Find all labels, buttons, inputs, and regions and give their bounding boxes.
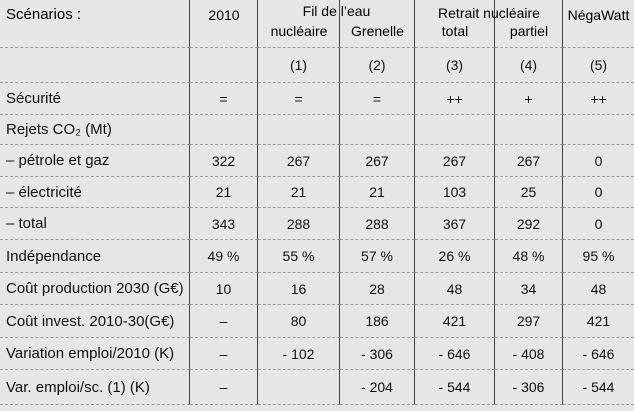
scenario-number: (2): [340, 48, 415, 83]
row-label: Var. emploi/sc. (1) (K): [0, 370, 190, 405]
cell: - 306: [340, 338, 415, 370]
cell: 95 %: [563, 240, 634, 273]
cell: 297: [495, 305, 563, 338]
row-label: – pétrole et gaz: [0, 145, 190, 177]
header-sub: Grenelle: [351, 23, 404, 39]
header-label: Scénarios :: [6, 6, 82, 23]
row-label: Coût invest. 2010-30(G€): [0, 305, 190, 338]
cell: 0: [563, 145, 634, 177]
cell: 57 %: [340, 240, 415, 273]
header-cell: [258, 0, 340, 48]
cell: –: [190, 338, 258, 370]
header-sub: total: [441, 23, 469, 39]
cell: [258, 370, 340, 405]
scenario-number: (3): [415, 48, 495, 83]
cell: 28: [340, 273, 415, 305]
header-cell: [415, 0, 495, 48]
row-label: Coût production 2030 (G€): [0, 273, 190, 305]
cell: 267: [258, 145, 340, 177]
cell: 0: [563, 208, 634, 240]
header-cell: [190, 0, 258, 48]
cell: 21: [190, 177, 258, 208]
row-label: Sécurité: [0, 83, 190, 115]
cell: –: [190, 370, 258, 405]
header-cell: [495, 0, 563, 48]
scenario-number: (5): [563, 48, 634, 83]
cell: –: [190, 305, 258, 338]
cell: 421: [415, 305, 495, 338]
cell: 21: [340, 177, 415, 208]
cell: - 306: [495, 370, 563, 405]
cell: 343: [190, 208, 258, 240]
header-group: Fil de l’eau: [302, 3, 371, 19]
cell: 103: [415, 177, 495, 208]
header-year: 2010: [208, 7, 240, 23]
cell: +: [495, 83, 563, 115]
cell: 267: [495, 145, 563, 177]
cell: 34: [495, 273, 563, 305]
row-label: Variation emploi/2010 (K): [0, 338, 190, 370]
cell: - 544: [563, 370, 634, 405]
cell: 49 %: [190, 240, 258, 273]
header-group: NégaWatt: [567, 7, 630, 23]
cell: 292: [495, 208, 563, 240]
cell: 322: [190, 145, 258, 177]
cell: - 204: [340, 370, 415, 405]
header-sub: nucléaire: [270, 23, 328, 39]
cell: 25: [495, 177, 563, 208]
scenario-number: (1): [258, 48, 340, 83]
cell: 367: [415, 208, 495, 240]
row-label: – total: [0, 208, 190, 240]
cell: [190, 48, 258, 83]
header-cell: [340, 0, 415, 48]
cell: [563, 115, 634, 145]
cell: - 102: [258, 338, 340, 370]
cell: 16: [258, 273, 340, 305]
cell: 267: [340, 145, 415, 177]
cell: 26 %: [415, 240, 495, 273]
cell: [495, 115, 563, 145]
cell: ++: [415, 83, 495, 115]
row-label: Indépendance: [0, 240, 190, 273]
cell: =: [258, 83, 340, 115]
cell: 80: [258, 305, 340, 338]
cell: - 408: [495, 338, 563, 370]
cell: - 544: [415, 370, 495, 405]
scenario-number: (4): [495, 48, 563, 83]
cell: [258, 115, 340, 145]
cell: 186: [340, 305, 415, 338]
header-sub: partiel: [509, 23, 549, 39]
cell: 10: [190, 273, 258, 305]
cell: 267: [415, 145, 495, 177]
cell: - 646: [563, 338, 634, 370]
cell: 421: [563, 305, 634, 338]
cell: 288: [258, 208, 340, 240]
header-cell: [0, 0, 190, 48]
cell: [190, 115, 258, 145]
cell: 55 %: [258, 240, 340, 273]
cell: 48 %: [495, 240, 563, 273]
cell: - 646: [415, 338, 495, 370]
row-label: – électricité: [0, 177, 190, 208]
cell: =: [190, 83, 258, 115]
header-group: Retrait nucléaire: [438, 5, 540, 21]
cell: =: [340, 83, 415, 115]
cell: 288: [340, 208, 415, 240]
row-label: [0, 48, 190, 83]
header-cell: [563, 0, 634, 48]
row-label: Rejets CO₂ (Mt): [0, 115, 190, 145]
cell: 0: [563, 177, 634, 208]
cell: 48: [415, 273, 495, 305]
cell: ++: [563, 83, 634, 115]
cell: [340, 115, 415, 145]
cell: 21: [258, 177, 340, 208]
cell: [415, 115, 495, 145]
cell: 48: [563, 273, 634, 305]
